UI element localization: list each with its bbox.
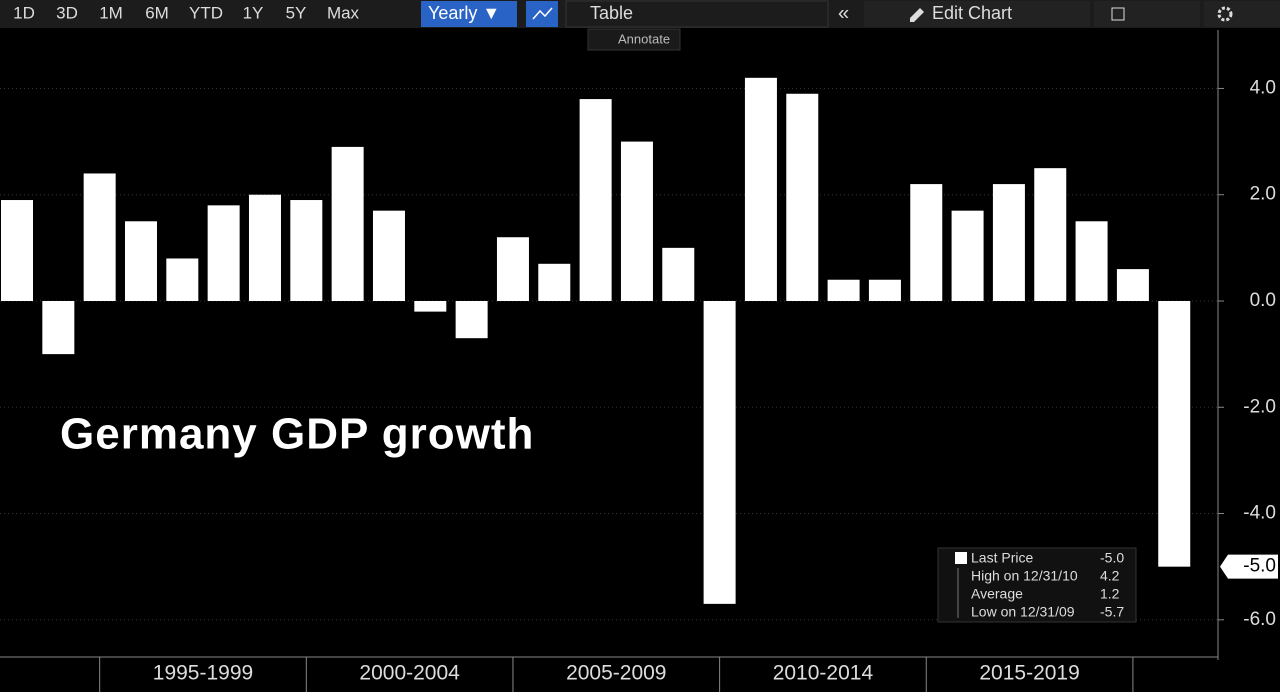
range-button[interactable]: [182, 1, 230, 27]
range-label: 1Y: [243, 3, 264, 22]
range-label: 3D: [56, 3, 78, 22]
legend-name: Last Price: [971, 550, 1033, 566]
pencil-icon: [910, 8, 924, 22]
y-tick-label: 2.0: [1250, 184, 1276, 205]
bar: [1034, 168, 1067, 301]
legend-name: Average: [971, 586, 1023, 602]
bar: [579, 99, 612, 301]
bar: [248, 194, 281, 301]
edit-chart-label: Edit Chart: [932, 3, 1012, 23]
bar: [331, 146, 364, 301]
legend-box: [937, 547, 1137, 623]
bar: [868, 279, 901, 301]
last-price-tag: [1220, 554, 1278, 579]
gear-icon: [1217, 6, 1233, 22]
bar: [1, 200, 33, 301]
y-tick-label: 4.0: [1250, 77, 1276, 98]
bar: [455, 300, 488, 339]
bar: [290, 200, 323, 301]
legend-swatch: [955, 552, 967, 564]
collapse-icon[interactable]: «: [838, 2, 849, 24]
y-tick-label: -6.0: [1243, 609, 1276, 630]
legend-value: -5.7: [1100, 604, 1124, 620]
range-label: 1D: [13, 3, 35, 22]
draw-button[interactable]: [1094, 1, 1200, 27]
chart-type-icon: [532, 7, 553, 20]
bar: [992, 184, 1025, 301]
x-group-label: 2005-2009: [566, 662, 666, 685]
bar: [910, 184, 943, 301]
legend-value: 1.2: [1100, 586, 1120, 602]
bar: [1116, 269, 1149, 301]
range-label: 5Y: [286, 3, 307, 22]
edit-chart-button[interactable]: [864, 1, 1090, 27]
bar: [83, 173, 116, 301]
y-tick-label: -4.0: [1243, 503, 1276, 524]
range-button[interactable]: [320, 1, 366, 27]
legend-name: High on 12/31/10: [971, 568, 1078, 584]
x-group-label: 2010-2014: [773, 662, 874, 685]
toolbar-buttons: 1D 3D 1M 6M YTD 1Y 5Y Max: [4, 1, 366, 27]
range-button[interactable]: [276, 1, 316, 27]
period-label: Yearly ▼: [428, 3, 500, 23]
table-button[interactable]: [565, 0, 829, 28]
bar: [1075, 221, 1108, 301]
bar: [1158, 300, 1191, 567]
x-group-label: 1995-1999: [153, 662, 253, 685]
x-group-label: 2015-2019: [979, 662, 1079, 685]
y-tick-label: -2.0: [1243, 396, 1276, 417]
bar: [703, 300, 736, 604]
x-group-label: 2000-2004: [359, 662, 460, 685]
legend-value: -5.0: [1100, 550, 1124, 566]
bar: [744, 77, 777, 301]
range-button[interactable]: [234, 1, 272, 27]
range-button[interactable]: [136, 1, 178, 27]
bar: [372, 210, 405, 301]
bar: [951, 210, 984, 301]
range-button[interactable]: [4, 1, 44, 27]
bar: [538, 263, 571, 301]
range-label: 6M: [145, 3, 169, 22]
legend-value: 4.2: [1100, 568, 1120, 584]
range-button[interactable]: [48, 1, 86, 27]
settings-button[interactable]: [1204, 1, 1280, 27]
period-button[interactable]: [421, 1, 517, 27]
bar: [786, 93, 819, 301]
annotate-label: Annotate: [618, 31, 670, 46]
bar: [124, 221, 157, 301]
draw-icon: [1111, 7, 1125, 21]
bar: [496, 237, 529, 301]
annotate-button[interactable]: [587, 28, 681, 51]
bar: [827, 279, 860, 301]
legend-name: Low on 12/31/09: [971, 604, 1075, 620]
range-label: YTD: [189, 3, 223, 22]
bar: [166, 258, 199, 301]
bar: [620, 141, 653, 301]
y-tick-label: 0.0: [1250, 290, 1276, 311]
bar: [414, 300, 447, 312]
bar: [662, 247, 695, 301]
bar: [207, 205, 240, 301]
bar: [42, 300, 75, 355]
range-button[interactable]: [90, 1, 132, 27]
chart-title: Germany GDP growth: [60, 410, 534, 459]
table-label: Table: [590, 3, 633, 23]
range-label: Max: [327, 3, 360, 22]
last-price-label: -5.0: [1243, 556, 1276, 577]
range-label: 1M: [99, 3, 123, 22]
